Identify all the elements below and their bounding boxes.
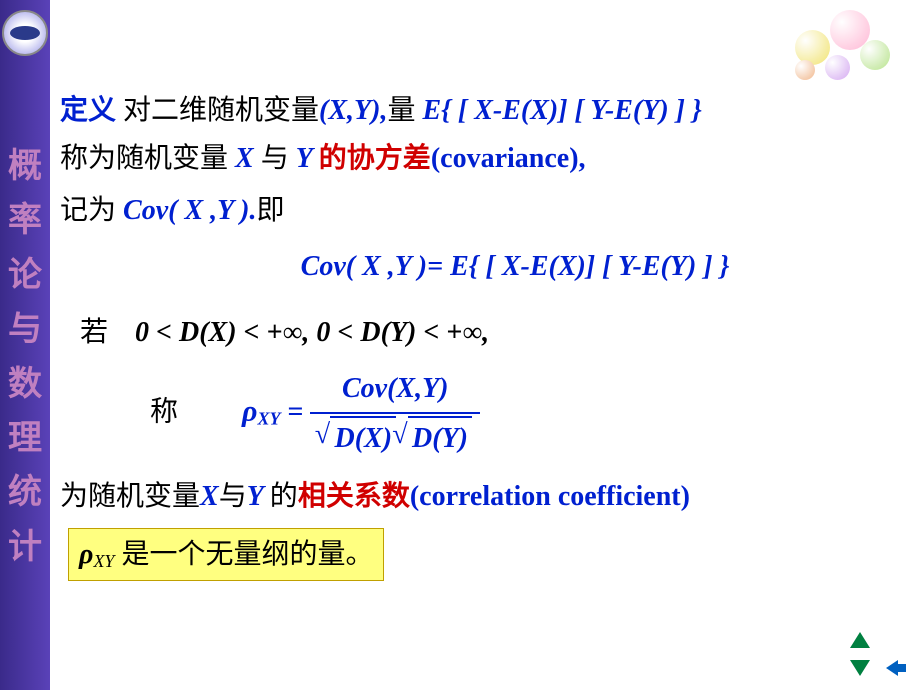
nav-return-icon[interactable] [882,656,910,680]
text: 对二维随机变量 [123,95,319,126]
rho-symbol: ρ [79,539,93,570]
text: 的 [270,481,298,512]
y-var: Y [247,481,270,512]
text: 与 [219,481,247,512]
y-var: Y [289,143,319,174]
correlation-fraction: Cov(X,Y) D(X)D(Y) [310,368,480,460]
condition-line: 若 0 < D(X) < +∞, 0 < D(Y) < +∞, [60,312,900,354]
fraction-numerator: Cov(X,Y) [310,368,480,414]
correlation-coef-line: 为随机变量X与Y 的相关系数(correlation coefficient) [60,476,900,518]
sidebar: 概率论与数理统计 [0,0,50,690]
equals: = [288,396,311,427]
definition-line1: 定义 对二维随机变量(X,Y),量 E{ [ X-E(X)] [ Y-E(Y) … [60,90,900,132]
sqrt-dx: D(X) [318,416,396,460]
definition-line3: 记为 Cov( X ,Y ).即 [60,190,900,232]
variance-condition: 0 < D(X) < +∞, 0 < D(Y) < +∞, [135,317,489,348]
cov-notation: Cov( X ,Y ). [123,195,257,226]
xy-var: (X,Y), [319,95,387,126]
cov-formula: Cov( X ,Y )= E{ [ X-E(X)] [ Y-E(Y) ] } [301,251,730,282]
x-var: X [228,143,261,174]
expectation-expr: E{ [ X-E(X)] [ Y-E(Y) ] } [415,95,701,126]
navigation-controls [844,626,912,682]
rho-subscript: XY [93,551,114,571]
covariance-term: 的协方差 [319,143,431,174]
corr-coef-term: 相关系数 [298,481,410,512]
text: 称为随机变量 [60,143,228,174]
corr-coef-en: (correlation coefficient) [410,481,690,512]
dimensionless-text: 是一个无量纲的量。 [121,538,373,569]
nav-up-icon[interactable] [846,628,874,652]
sqrt-dy: D(Y) [396,416,472,460]
rho-symbol: ρ [242,394,257,427]
def-label: 定义 [60,95,116,126]
rho-subscript: XY [257,408,280,428]
covariance-en: (covariance), [431,143,586,174]
dimensionless-line: ρXY 是一个无量纲的量。 [68,528,900,581]
vertical-title: 概率论与数理统计 [8,140,42,575]
text: 记为 [60,195,123,226]
covariance-equation: Cov( X ,Y )= E{ [ X-E(X)] [ Y-E(Y) ] } [60,246,900,288]
university-logo [2,10,48,56]
candy-decoration [760,0,900,100]
text: 若 [80,317,108,348]
definition-line2: 称为随机变量 X 与 Y 的协方差(covariance), [60,138,900,180]
x-var: X [200,481,219,512]
nav-down-icon[interactable] [846,656,874,680]
text: 称 [150,396,178,427]
rho-definition: 称 ρXY = Cov(X,Y) D(X)D(Y) [150,368,900,460]
highlight-box: ρXY 是一个无量纲的量。 [68,528,384,581]
fraction-denominator: D(X)D(Y) [310,414,480,460]
text: 与 [261,143,289,174]
slide-content: 定义 对二维随机变量(X,Y),量 E{ [ X-E(X)] [ Y-E(Y) … [60,90,900,587]
text: 即 [257,195,285,226]
text: 量 [387,95,415,126]
text: 为随机变量 [60,481,200,512]
